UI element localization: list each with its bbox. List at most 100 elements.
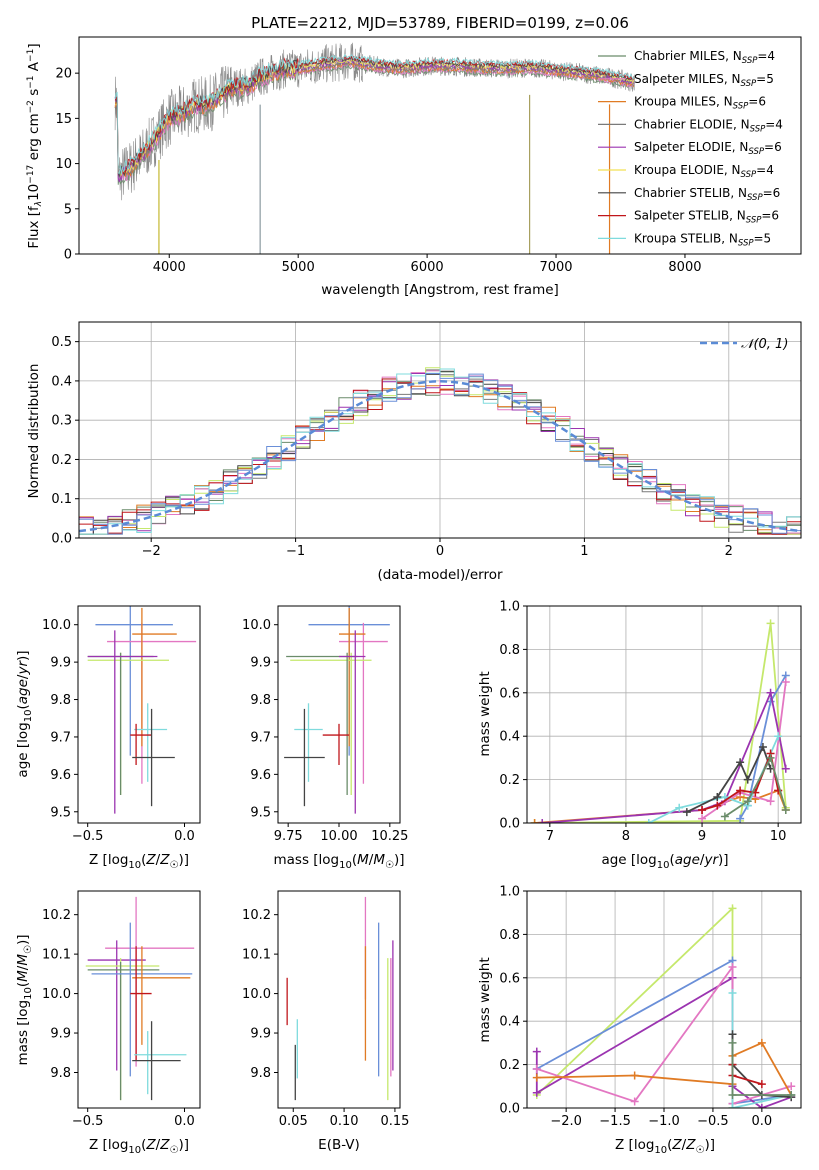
errorbar-point [284, 708, 325, 807]
y-tick-label: 0.4 [499, 730, 520, 745]
y-tick-label: 9.6 [50, 768, 71, 783]
errorbar-point [134, 1031, 187, 1095]
x-axis-label: Z [log10(Z/Z☉)] [615, 1137, 715, 1156]
x-tick-label: 9.75 [274, 829, 303, 844]
weight-marker [532, 1064, 541, 1073]
y-tick-label: 9.5 [50, 805, 71, 820]
axes-frame [77, 605, 201, 824]
x-tick-label: 6000 [411, 260, 444, 275]
errorbar-point [290, 652, 372, 795]
legend-label: Chabrier STELIB, NSSP=6 [634, 186, 780, 203]
weight-marker [743, 775, 752, 784]
weight-marker [532, 1088, 541, 1097]
spectrum-legend: Chabrier MILES, NSSP=4 Salpeter MILES, NS… [598, 49, 783, 248]
legend-label: Kroupa ELODIE, NSSP=4 [634, 163, 774, 180]
weight-marker [757, 1038, 766, 1047]
ebv-vs-mass-panel: 0.05 0.10 0.15 9.8 9.9 10.0 10.1 10.2 E(B-V) [242, 890, 409, 1153]
y-tick-label: 0.5 [51, 335, 72, 350]
x-tick-label: 7000 [539, 260, 572, 275]
weight-marker [530, 819, 539, 823]
spectrum-panel: PLATE=2212, MJD=53789, FIBERID=0199, z=0… [26, 14, 802, 298]
x-tick-label: 7 [546, 829, 554, 844]
x-tick-label: −1.0 [648, 1114, 680, 1129]
x-tick-label: 5000 [282, 260, 315, 275]
legend-label: Kroupa MILES, NSSP=6 [634, 95, 766, 112]
weight-marker [736, 786, 745, 795]
weight-series-line [731, 1064, 763, 1085]
weight-marker [532, 1073, 541, 1082]
plot-area [286, 896, 394, 1101]
y-tick-label: 10.0 [242, 987, 271, 1002]
x-tick-label: −1.5 [599, 1114, 631, 1129]
x-tick-label: 9 [698, 829, 706, 844]
weight-marker [781, 805, 790, 814]
weight-series-line [534, 623, 787, 823]
y-tick-label: 0.4 [51, 374, 72, 389]
spectrum-title: PLATE=2212, MJD=53789, FIBERID=0199, z=0… [251, 14, 629, 32]
x-axis-label: age [log10(age/yr)] [601, 852, 728, 871]
weight-marker [538, 819, 547, 823]
errorbar-point [132, 946, 191, 1045]
axes-frame [77, 890, 201, 1109]
y-tick-label: 0.8 [499, 643, 520, 658]
y-tick-label: 10.2 [42, 908, 71, 923]
y-tick-label: 10.0 [42, 618, 71, 633]
weight-marker [757, 1104, 766, 1108]
z-weight-panel: −2.0 −1.5 −1.0 −0.5 0.0 0.0 0.2 0.4 0.6 0.8 1.0 Z [… [477, 885, 802, 1156]
errorbar-point [322, 723, 350, 766]
weight-marker [774, 732, 783, 741]
legend-label: Chabrier MILES, NSSP=4 [634, 49, 775, 66]
weight-marker [532, 1047, 541, 1056]
spectrum-ylabel: Flux [fλ10−17 erg cm−2 s−1 A−1] [26, 43, 44, 248]
errorbar-point [339, 607, 366, 747]
y-tick-label: 9.9 [250, 656, 271, 671]
weight-marker [781, 764, 790, 773]
x-axis-label: Z [log10(Z/Z☉)] [89, 852, 189, 871]
x-axis-label: Z [log10(Z/Z☉)] [89, 1137, 189, 1156]
plot-area [532, 904, 796, 1108]
x-tick-label: 1 [580, 544, 588, 559]
y-tick-label: 0.2 [51, 453, 72, 468]
weight-marker [728, 988, 737, 997]
model-spectrum-line [114, 59, 635, 183]
y-tick-label: 1.0 [499, 885, 520, 900]
plot-area [87, 606, 197, 814]
weight-marker [713, 801, 722, 810]
y-tick-label: 0 [64, 248, 72, 263]
y-tick-label: 0.3 [51, 414, 72, 429]
weight-marker [675, 803, 684, 812]
x-tick-label: −0.5 [697, 1114, 729, 1129]
plot-area [284, 606, 390, 814]
y-axis-label: mass weight [477, 957, 493, 1042]
y-tick-label: 9.6 [250, 768, 271, 783]
residuals-legend: 𝒩(0, 1) [700, 337, 788, 352]
y-tick-label: 5 [64, 202, 72, 217]
weight-marker [728, 1030, 737, 1039]
y-tick-label: 0.6 [499, 686, 520, 701]
x-tick-label: 8 [622, 829, 630, 844]
legend-label: Salpeter MILES, NSSP=5 [634, 72, 774, 89]
y-tick-label: 0.4 [499, 1015, 520, 1030]
weight-marker [787, 1082, 796, 1091]
errorbar-point [339, 630, 366, 814]
x-tick-label: 0 [436, 544, 444, 559]
histogram-step-line [79, 373, 801, 535]
y-tick-label: 0.2 [499, 773, 520, 788]
plot-area [85, 896, 195, 1101]
x-tick-label: 0.05 [279, 1114, 308, 1129]
y-tick-label: 10.0 [42, 987, 71, 1002]
weight-marker [728, 904, 737, 913]
axes-frame [277, 890, 401, 1109]
weight-marker [682, 808, 691, 817]
weight-marker [630, 1071, 639, 1080]
errorbar-point [132, 1021, 181, 1101]
weight-marker [757, 1080, 766, 1089]
x-tick-label: 4000 [153, 260, 186, 275]
y-tick-label: 0.8 [499, 928, 520, 943]
errorbar-point [105, 896, 195, 1067]
y-tick-label: 9.8 [250, 1066, 271, 1081]
axes-frame [277, 605, 401, 824]
mass-vs-age-panel: 9.75 10.00 10.25 9.5 9.6 9.7 9.8 9.9 10.0 mass [l… [242, 605, 408, 871]
weight-marker [766, 797, 775, 806]
x-tick-label: 10 [770, 829, 787, 844]
